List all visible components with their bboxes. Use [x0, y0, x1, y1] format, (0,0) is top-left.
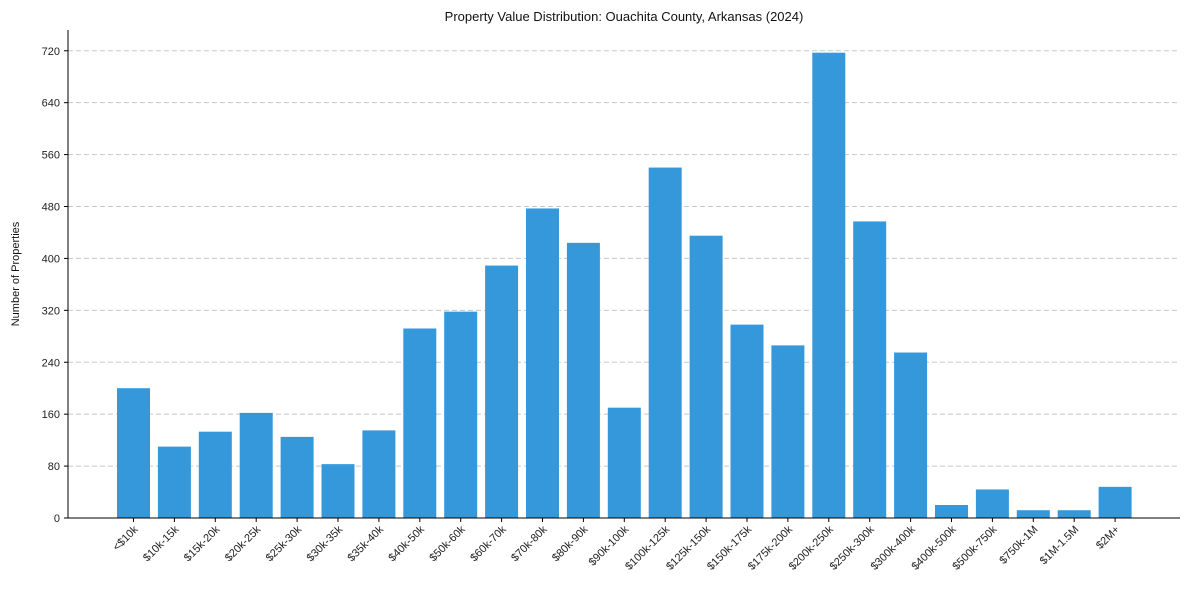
bar [485, 265, 519, 518]
x-ticks: <$10k $10k-15k $15k-20k $20k-25k $25k-30k $30… [111, 518, 1122, 573]
bar [648, 167, 682, 518]
x-tick-label: $1M-1.5M [1038, 524, 1082, 568]
bar [1098, 486, 1132, 518]
bar [689, 235, 723, 518]
bar [607, 407, 641, 518]
bar [853, 221, 887, 519]
chart-title: Property Value Distribution: Ouachita Co… [445, 9, 804, 24]
y-ticks: 0 80 160 240 320 400 480 560 640 720 [42, 46, 68, 525]
bar [935, 505, 968, 518]
bar [526, 208, 559, 518]
bar [117, 388, 150, 518]
gridlines [68, 50, 1180, 467]
y-tick-label: 400 [42, 253, 60, 265]
bar [321, 464, 355, 518]
bar [894, 352, 928, 518]
bar [157, 446, 191, 518]
x-tick-label: $30k-35k [305, 523, 346, 564]
y-axis-title: Number of Properties [10, 221, 22, 326]
y-tick-label: 560 [42, 150, 60, 162]
bar [403, 328, 437, 518]
x-tick-label: $15k-20k [182, 523, 223, 564]
x-tick-label: $750k-1M [997, 524, 1040, 567]
bar [566, 242, 600, 518]
x-tick-label: $50k-60k [427, 523, 468, 564]
x-tick-label: $25k-30k [264, 523, 305, 564]
y-tick-label: 240 [42, 357, 60, 369]
x-tick-label: $40k-50k [386, 523, 427, 564]
x-tick-label: $10k-15k [141, 523, 182, 564]
x-tick-label: $70k-80k [509, 523, 550, 564]
y-tick-label: 80 [48, 461, 60, 473]
y-tick-label: 160 [42, 409, 60, 421]
x-tick-label: $60k-70k [468, 523, 509, 564]
x-tick-label: $35k-40k [346, 523, 387, 564]
bars [117, 52, 1132, 519]
bar [812, 52, 846, 518]
x-tick-label: $2M+ [1094, 524, 1122, 552]
bar [730, 324, 764, 518]
bar [362, 430, 396, 518]
bar [975, 489, 1009, 518]
x-tick-label: $500k-750k [950, 523, 999, 572]
bar [1016, 510, 1050, 518]
y-tick-label: 480 [42, 202, 60, 214]
x-tick-label: <$10k [111, 523, 141, 553]
y-tick-label: 0 [54, 513, 60, 525]
bar [771, 345, 805, 518]
bar [198, 431, 232, 518]
y-tick-label: 720 [42, 46, 60, 58]
bar [280, 436, 314, 518]
y-tick-label: 320 [42, 305, 60, 317]
bar [239, 412, 273, 518]
bar [444, 311, 478, 518]
bar [1057, 510, 1091, 518]
x-tick-label: $20k-25k [223, 523, 264, 564]
x-tick-label: $80k-90k [550, 523, 591, 564]
y-tick-label: 640 [42, 98, 60, 110]
